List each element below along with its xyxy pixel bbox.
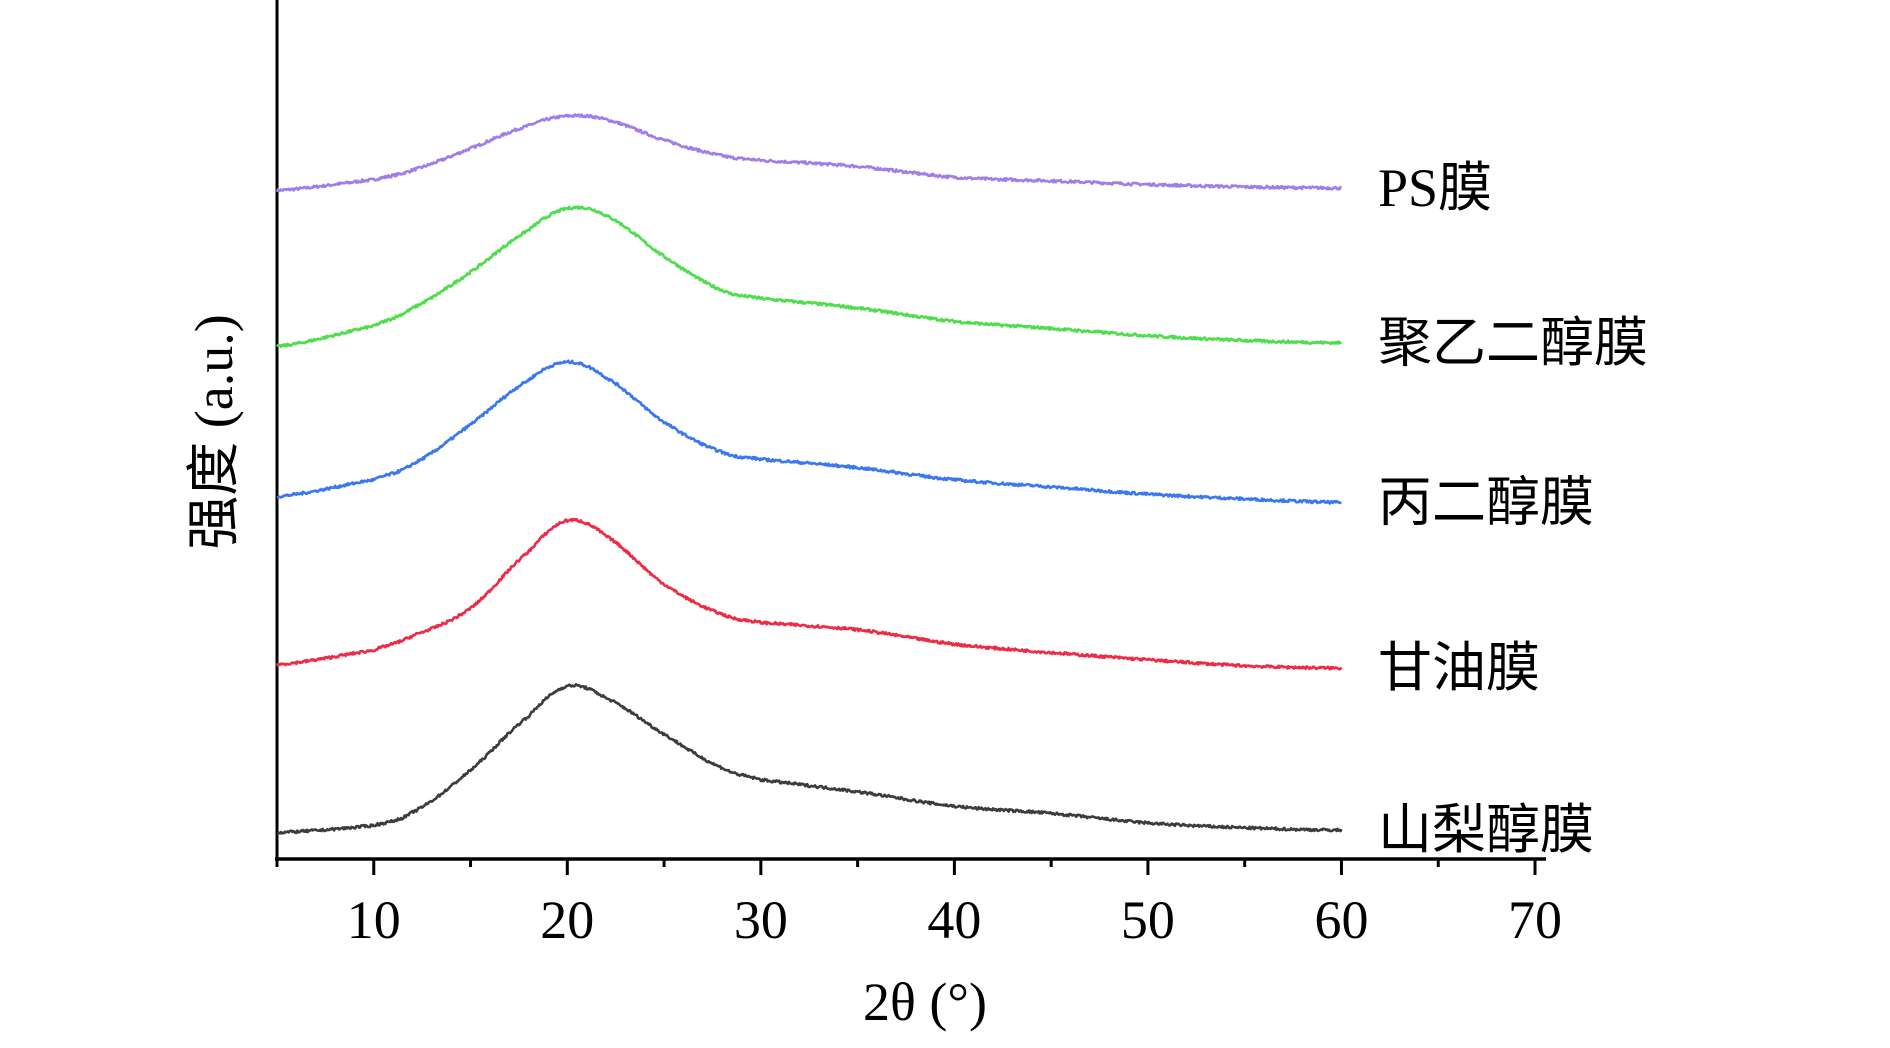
series-label: 聚乙二醇膜 (1378, 313, 1648, 373)
y-axis-title: 强度 (a.u.) (184, 314, 244, 549)
x-tick-label: 50 (1121, 890, 1175, 950)
series-label: PS膜 (1378, 158, 1492, 218)
series-label: 丙二醇膜 (1378, 473, 1594, 533)
series-line (276, 205, 1343, 349)
x-tick-label: 30 (734, 890, 788, 950)
x-tick-label: 20 (540, 890, 594, 950)
x-tick-label: 10 (347, 890, 401, 950)
x-tick-label: 40 (927, 890, 981, 950)
series-label: 甘油膜 (1378, 638, 1540, 698)
x-tick-label: 60 (1314, 890, 1368, 950)
x-axis-title: 2θ (°) (863, 972, 987, 1032)
series-lines (275, 113, 1343, 835)
series-line (275, 113, 1342, 193)
series-line (275, 517, 1343, 671)
axes (275, 0, 1546, 861)
series-line (276, 359, 1342, 505)
x-tick-label: 70 (1508, 890, 1562, 950)
series-label: 山梨醇膜 (1378, 800, 1594, 860)
x-ticks: 10 20 30 40 50 60 70 (275, 859, 1562, 950)
series-line (276, 683, 1343, 835)
